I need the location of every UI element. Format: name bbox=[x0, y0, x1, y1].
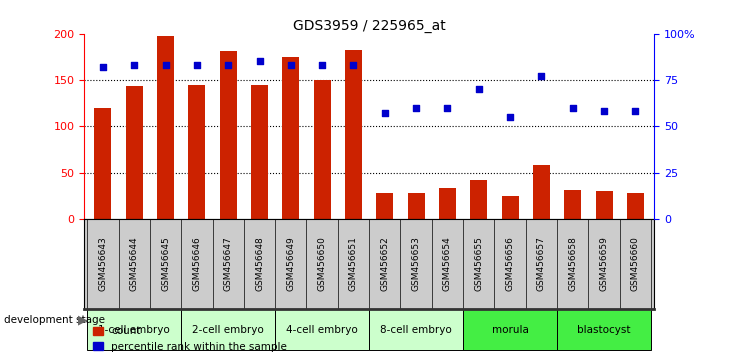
Point bbox=[473, 86, 485, 92]
Text: GSM456648: GSM456648 bbox=[255, 237, 264, 291]
Bar bbox=[126, 86, 143, 219]
Point bbox=[254, 58, 265, 64]
Bar bbox=[369, 309, 463, 350]
Point bbox=[379, 110, 390, 116]
Bar bbox=[181, 309, 275, 350]
Text: GSM456649: GSM456649 bbox=[287, 237, 295, 291]
Point bbox=[536, 73, 548, 79]
Bar bbox=[627, 193, 644, 219]
Bar bbox=[94, 108, 111, 219]
Text: 8-cell embryo: 8-cell embryo bbox=[380, 325, 452, 335]
Text: GSM456652: GSM456652 bbox=[380, 237, 390, 291]
Text: GSM456655: GSM456655 bbox=[474, 236, 483, 291]
Text: GSM456644: GSM456644 bbox=[129, 237, 139, 291]
Bar bbox=[189, 85, 205, 219]
Title: GDS3959 / 225965_at: GDS3959 / 225965_at bbox=[293, 19, 445, 33]
Point bbox=[285, 62, 297, 68]
Point bbox=[222, 62, 234, 68]
Text: GSM456645: GSM456645 bbox=[161, 237, 170, 291]
Point bbox=[504, 114, 516, 120]
Text: GSM456650: GSM456650 bbox=[318, 236, 327, 291]
Bar bbox=[275, 309, 369, 350]
Point bbox=[317, 62, 328, 68]
Point bbox=[159, 62, 171, 68]
Bar bbox=[596, 191, 613, 219]
Bar bbox=[533, 165, 550, 219]
Text: GSM456654: GSM456654 bbox=[443, 237, 452, 291]
Bar bbox=[408, 193, 425, 219]
Text: GSM456653: GSM456653 bbox=[412, 236, 420, 291]
Text: 4-cell embryo: 4-cell embryo bbox=[287, 325, 358, 335]
Bar bbox=[314, 80, 330, 219]
Text: GSM456646: GSM456646 bbox=[192, 237, 201, 291]
Bar bbox=[219, 51, 237, 219]
Bar bbox=[439, 188, 456, 219]
Point bbox=[442, 105, 453, 110]
Text: GSM456651: GSM456651 bbox=[349, 236, 358, 291]
Text: GSM456657: GSM456657 bbox=[537, 236, 546, 291]
Bar bbox=[463, 309, 557, 350]
Point bbox=[629, 109, 641, 114]
Bar bbox=[345, 50, 362, 219]
Text: ▶: ▶ bbox=[78, 314, 88, 327]
Bar bbox=[501, 196, 519, 219]
Text: 1-cell embryo: 1-cell embryo bbox=[98, 325, 170, 335]
Legend: count, percentile rank within the sample: count, percentile rank within the sample bbox=[89, 322, 291, 354]
Point bbox=[348, 62, 360, 68]
Text: GSM456643: GSM456643 bbox=[99, 237, 107, 291]
Point bbox=[97, 64, 109, 70]
Bar bbox=[251, 85, 268, 219]
Text: GSM456658: GSM456658 bbox=[568, 236, 577, 291]
Text: blastocyst: blastocyst bbox=[577, 325, 631, 335]
Text: 2-cell embryo: 2-cell embryo bbox=[192, 325, 264, 335]
Text: GSM456656: GSM456656 bbox=[506, 236, 515, 291]
Point bbox=[129, 62, 140, 68]
Bar bbox=[87, 309, 181, 350]
Point bbox=[410, 105, 422, 110]
Point bbox=[567, 105, 579, 110]
Text: GSM456647: GSM456647 bbox=[224, 237, 232, 291]
Bar bbox=[470, 180, 488, 219]
Point bbox=[598, 109, 610, 114]
Bar bbox=[157, 36, 174, 219]
Bar bbox=[376, 193, 393, 219]
Text: GSM456659: GSM456659 bbox=[599, 236, 609, 291]
Text: development stage: development stage bbox=[4, 315, 105, 325]
Text: morula: morula bbox=[492, 325, 529, 335]
Bar bbox=[564, 190, 581, 219]
Point bbox=[191, 62, 202, 68]
Bar bbox=[282, 57, 300, 219]
Text: GSM456660: GSM456660 bbox=[631, 236, 640, 291]
Bar bbox=[557, 309, 651, 350]
